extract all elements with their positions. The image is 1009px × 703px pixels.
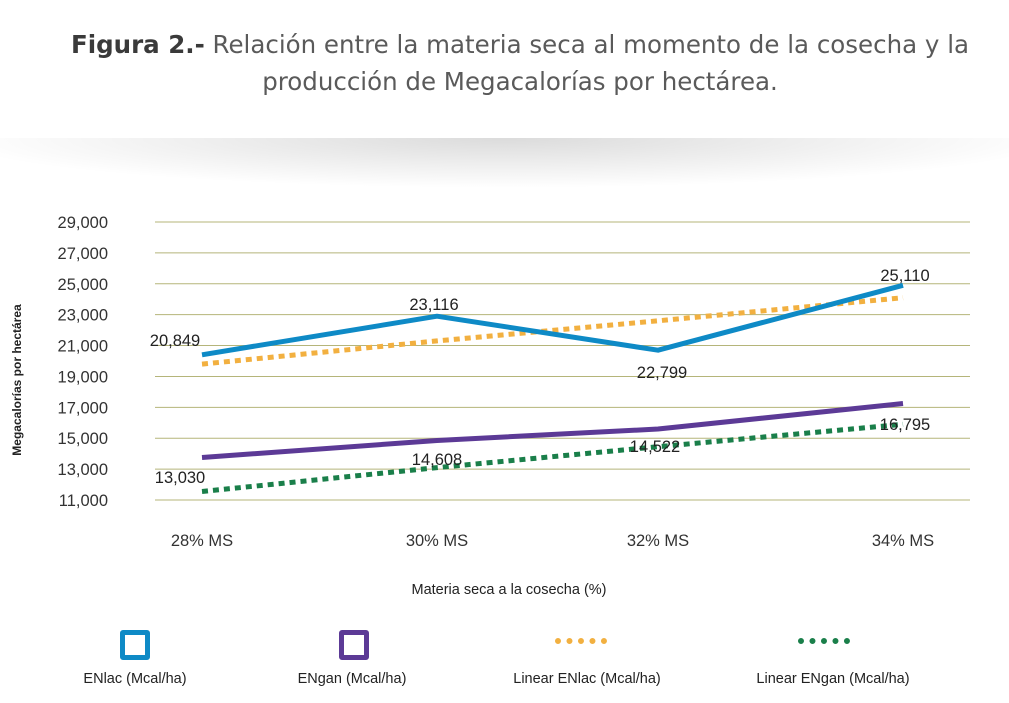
legend-label: ENlac (Mcal/ha): [83, 671, 187, 687]
data-label: 25,110: [880, 267, 929, 285]
data-label: 22,799: [637, 364, 687, 382]
legend-label: Linear ENgan (Mcal/ha): [756, 671, 910, 687]
legend-swatch: [555, 638, 607, 644]
data-label: 23,116: [409, 296, 458, 314]
caption-line2: producción de Megacalorías por hectárea.: [262, 67, 778, 96]
x-tick-label: 28% MS: [171, 532, 233, 550]
caption-line1: Relación entre la materia seca al moment…: [212, 30, 970, 59]
y-tick-label: 27,000: [58, 245, 108, 263]
legend-swatch: [798, 638, 850, 644]
data-label: 20,849: [150, 332, 200, 350]
x-tick-label: 34% MS: [872, 532, 934, 550]
x-tick-label: 30% MS: [406, 532, 468, 550]
y-tick-label: 17,000: [58, 399, 108, 417]
data-label: 14,522: [630, 438, 680, 456]
data-label: 16,795: [880, 416, 930, 434]
y-tick-label: 23,000: [58, 307, 108, 325]
legend-swatch: [120, 630, 150, 660]
series-line-0: [201, 282, 904, 358]
data-label: 14,608: [412, 451, 462, 469]
legend-label: Linear ENlac (Mcal/ha): [513, 671, 661, 687]
y-tick-label: 21,000: [58, 338, 108, 356]
y-tick-label: 15,000: [58, 430, 108, 448]
legend-label: ENgan (Mcal/ha): [297, 671, 407, 687]
y-tick-label: 13,000: [58, 461, 108, 479]
figure-number: Figura 2.-: [70, 30, 205, 59]
x-tick-label: 32% MS: [627, 532, 689, 550]
figure-caption: Figura 2.- Relación entre la materia sec…: [40, 26, 1000, 100]
caption-shadow: [0, 138, 1009, 188]
y-tick-label: 29,000: [58, 214, 108, 232]
y-tick-label: 19,000: [58, 368, 108, 386]
x-axis-title: Materia seca a la cosecha (%): [411, 582, 606, 598]
legend-swatch: [339, 630, 369, 660]
series-line-1: [201, 401, 904, 460]
data-label: 13,030: [155, 469, 205, 487]
series-line-2: [201, 295, 904, 367]
y-axis-title: Megacalorías por hectárea: [10, 304, 24, 456]
y-tick-label: 25,000: [58, 276, 108, 294]
y-tick-label: 11,000: [59, 492, 108, 510]
